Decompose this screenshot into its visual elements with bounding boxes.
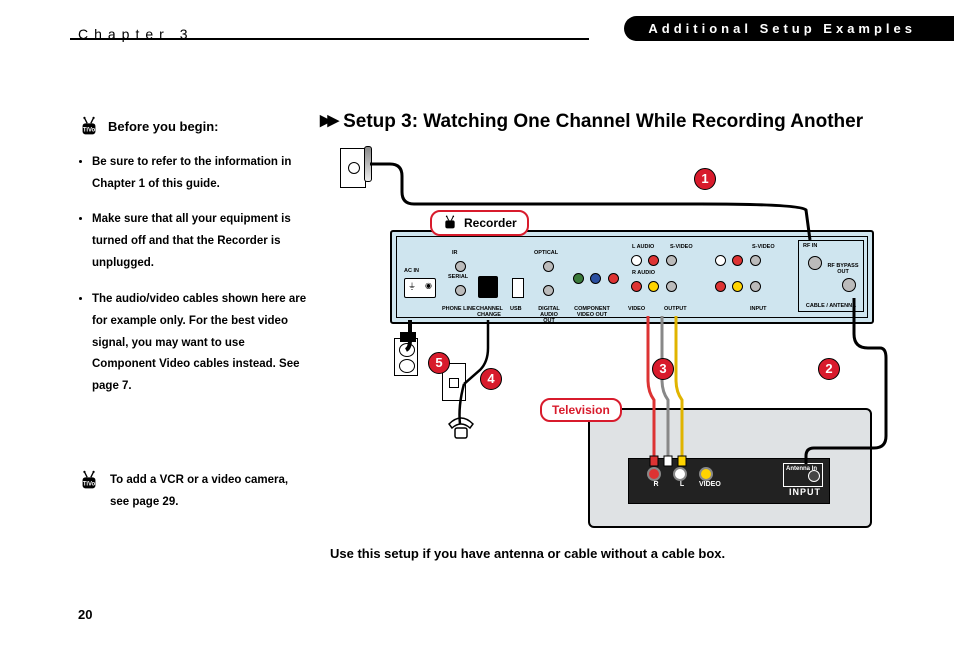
callout-5: 5: [428, 352, 450, 374]
tv-input-panel: R L VIDEO Antenna In: [628, 458, 830, 504]
recorder-back-panel: AC IN IR SERIAL PHONE LINE CHANNEL CHANG…: [390, 230, 874, 324]
out2-sv: [750, 255, 761, 266]
tv-jack-video: [699, 467, 713, 481]
raudio-label: R AUDIO: [632, 270, 655, 276]
tv-input-label: INPUT: [789, 487, 821, 497]
tivo-icon: TiVo: [78, 116, 100, 138]
component-y: [573, 273, 584, 284]
main-content: ▶▶ Setup 3: Watching One Channel While R…: [320, 110, 910, 561]
coax-connector: [362, 146, 372, 180]
television-callout-label: Television: [540, 398, 622, 422]
tv-jack-r: [647, 467, 661, 481]
out1-raudio: [648, 255, 659, 266]
tv-antenna-in-label: Antenna In: [786, 466, 817, 472]
output-label: OUTPUT: [664, 306, 687, 312]
tv-antenna-in-box: Antenna In: [783, 463, 823, 487]
ir-label: IR: [452, 250, 458, 256]
in-sv: [750, 281, 761, 292]
phone-jack: [478, 276, 498, 298]
tv-jack-video-label: VIDEO: [699, 481, 717, 488]
component-pb: [590, 273, 601, 284]
power-outlet: [394, 338, 418, 376]
callout-4: 4: [480, 368, 502, 390]
section-pill: Additional Setup Examples: [624, 16, 954, 41]
out1-video: [648, 281, 659, 292]
acin-label: AC IN: [404, 268, 419, 274]
out1-raudio2: [631, 281, 642, 292]
cableant-label: CABLE / ANTENNA: [803, 303, 859, 309]
tivo-icon: [442, 215, 458, 231]
sidebar: TiVo Before you begin: Be sure to refer …: [78, 115, 308, 514]
usb-label: USB: [510, 306, 522, 312]
serial-port: [455, 285, 466, 296]
callout-3: 3: [652, 358, 674, 380]
svg-text:TiVo: TiVo: [83, 128, 96, 134]
phoneline-label: PHONE LINE: [442, 306, 476, 312]
before-you-begin-text: Before you begin:: [108, 115, 219, 140]
laudio-label: L AUDIO: [632, 244, 654, 250]
sidebar-note-text: To add a VCR or a video camera, see page…: [110, 470, 308, 514]
optical-label: OPTICAL: [534, 250, 558, 256]
ac-inlet: [404, 278, 436, 298]
recorder-callout-label: Recorder: [430, 210, 529, 236]
component-label: COMPONENT VIDEO OUT: [570, 306, 614, 318]
in-video: [732, 281, 743, 292]
tivo-icon: TiVo: [78, 470, 100, 492]
optical-port: [543, 261, 554, 272]
bullet-list: Be sure to refer to the information in C…: [78, 152, 308, 398]
sidebar-note: TiVo To add a VCR or a video camera, see…: [78, 470, 308, 514]
rfbypass-label: RF BYPASS OUT: [825, 263, 861, 275]
out2-l: [715, 255, 726, 266]
out1-laudio: [631, 255, 642, 266]
input-label: INPUT: [750, 306, 767, 312]
setup-caption: Use this setup if you have antenna or ca…: [330, 546, 910, 561]
rfin-label: RF IN: [803, 243, 817, 249]
callout-1: 1: [694, 168, 716, 190]
setup-title: Setup 3: Watching One Channel While Reco…: [343, 110, 863, 134]
in-r: [715, 281, 726, 292]
channel-label: CHANNEL CHANGE: [476, 306, 502, 318]
recorder-label-text: Recorder: [464, 216, 517, 230]
out2-r: [732, 255, 743, 266]
ir-port: [455, 261, 466, 272]
digital-label: DIGITAL AUDIO OUT: [534, 306, 564, 324]
svideo-label: S-VIDEO: [670, 244, 693, 250]
bullet-item: Be sure to refer to the information in C…: [92, 152, 308, 196]
tv-jack-l: [673, 467, 687, 481]
television-body: R L VIDEO Antenna In: [588, 408, 872, 528]
header-rule: [70, 38, 589, 40]
digital-audio-port: [543, 285, 554, 296]
component-pr: [608, 273, 619, 284]
tv-jack-l-label: L: [673, 481, 691, 488]
wiring-diagram: AC IN IR SERIAL PHONE LINE CHANNEL CHANG…: [330, 148, 890, 528]
page-number: 20: [78, 607, 92, 622]
usb-port: [512, 278, 524, 298]
video-label: VIDEO: [628, 306, 645, 312]
out1-sv2: [666, 281, 677, 292]
tv-jack-r-label: R: [647, 481, 665, 488]
svg-text:TiVo: TiVo: [83, 482, 96, 488]
before-you-begin-heading: TiVo Before you begin:: [78, 115, 308, 140]
bullet-item: Make sure that all your equipment is tur…: [92, 209, 308, 275]
telephone-icon: [446, 416, 472, 438]
rfin-port: [808, 256, 822, 270]
svideo-label-2: S-VIDEO: [752, 244, 775, 250]
setup-title-row: ▶▶ Setup 3: Watching One Channel While R…: [320, 110, 910, 134]
out1-svideo: [666, 255, 677, 266]
callout-2: 2: [818, 358, 840, 380]
rf-section: RF IN RF BYPASS OUT CABLE / ANTENNA: [798, 240, 864, 312]
title-arrows-icon: ▶▶: [320, 112, 335, 131]
rfbypass-port: [842, 278, 856, 292]
bullet-item: The audio/video cables shown here are fo…: [92, 289, 308, 398]
serial-label: SERIAL: [448, 274, 468, 280]
